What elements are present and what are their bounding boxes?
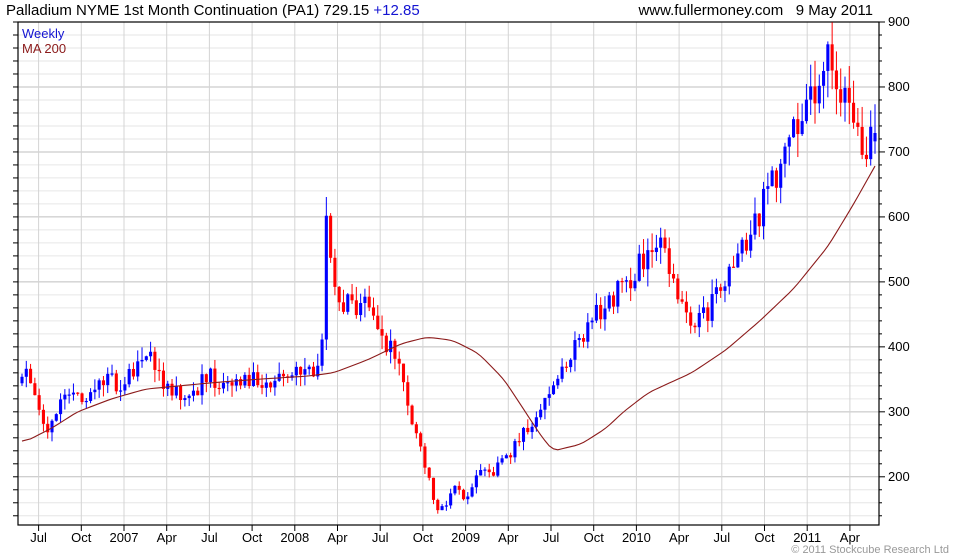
svg-text:Oct: Oct — [71, 530, 92, 545]
svg-text:Apr: Apr — [669, 530, 690, 545]
svg-text:600: 600 — [888, 209, 910, 224]
svg-text:Oct: Oct — [754, 530, 775, 545]
svg-text:Jul: Jul — [713, 530, 730, 545]
svg-text:Oct: Oct — [413, 530, 434, 545]
svg-text:700: 700 — [888, 144, 910, 159]
svg-text:Jul: Jul — [543, 530, 560, 545]
svg-text:Jul: Jul — [201, 530, 218, 545]
svg-text:200: 200 — [888, 469, 910, 484]
svg-text:2011: 2011 — [793, 530, 821, 545]
svg-text:Apr: Apr — [157, 530, 178, 545]
svg-text:2009: 2009 — [451, 530, 480, 545]
svg-text:Apr: Apr — [840, 530, 861, 545]
svg-text:2007: 2007 — [110, 530, 139, 545]
svg-text:2008: 2008 — [280, 530, 309, 545]
svg-text:300: 300 — [888, 404, 910, 419]
svg-text:Jul: Jul — [372, 530, 389, 545]
svg-text:400: 400 — [888, 339, 910, 354]
svg-text:900: 900 — [888, 14, 910, 29]
svg-text:Jul: Jul — [30, 530, 47, 545]
svg-text:800: 800 — [888, 79, 910, 94]
svg-text:500: 500 — [888, 274, 910, 289]
svg-text:2010: 2010 — [622, 530, 651, 545]
svg-text:Apr: Apr — [498, 530, 519, 545]
svg-text:Apr: Apr — [327, 530, 348, 545]
svg-text:Oct: Oct — [584, 530, 605, 545]
svg-text:Oct: Oct — [242, 530, 263, 545]
